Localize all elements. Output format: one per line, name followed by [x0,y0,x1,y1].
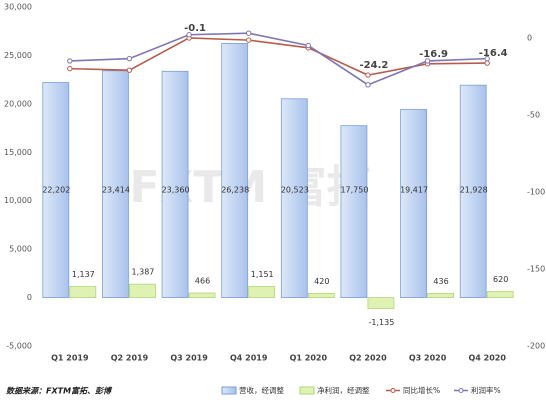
bar [427,292,454,298]
line-marker [365,82,371,88]
value-label: 20,523 [281,186,309,195]
bar [367,297,395,309]
y2-tick-label: -100 [527,187,545,196]
line-marker [186,32,192,38]
value-label: -24.2 [360,60,389,71]
line-marker [484,60,490,66]
x-tick-label: Q3 2019 [170,354,208,363]
bar [307,293,335,298]
legend-label: 净利润，经调整 [317,385,370,395]
bar [69,286,97,298]
line-marker [305,42,312,49]
legend-label: 同比增长% [403,385,440,395]
x-tick-label: Q2 2020 [349,354,387,363]
value-label: 620 [493,275,508,284]
value-label: 436 [433,277,448,286]
line-marker [365,72,371,78]
value-label: -0.1 [184,23,206,34]
value-label: -16.4 [479,48,508,59]
value-label: 466 [195,277,210,286]
line-marker [67,58,73,64]
y-tick-label: 15,000 [4,148,32,157]
line-marker [67,65,73,72]
y-tick-label: 0 [27,293,32,302]
y2-tick-label: -200 [527,342,545,351]
bar [459,84,487,298]
line [69,32,488,86]
legend-swatch [299,386,315,395]
value-label: 1,137 [72,270,95,279]
legend-label: 营收，经调整 [239,385,284,395]
value-label: 420 [314,277,329,286]
y-tick-label: 20,000 [4,99,32,108]
value-label: 17,750 [340,186,368,195]
bar [486,291,514,298]
y-tick-label: -5,000 [6,342,32,351]
bar [248,286,276,298]
value-label: 1,387 [131,268,154,277]
legend-swatch [390,388,396,393]
x-tick-label: Q4 2019 [230,354,268,363]
value-label: 1,151 [251,270,274,279]
x-tick-label: Q1 2019 [51,354,89,363]
legend-swatch [221,386,237,395]
line-marker [424,58,431,64]
legend-swatch [458,388,464,393]
line-marker [126,67,133,73]
source: 数据来源：FXTM富拓、彭博 [6,387,113,396]
line-marker [484,55,490,62]
bar [340,125,368,298]
value-label: 19,417 [400,186,428,195]
x-tick-label: Q3 2020 [409,354,447,363]
bar [221,43,249,298]
value-label: 26,238 [221,186,249,195]
x-tick-label: Q2 2019 [111,354,149,363]
line-marker [245,30,252,36]
value-label: 21,928 [460,186,488,195]
line-marker [245,37,252,43]
value-label: 23,360 [162,186,190,195]
bar [280,98,308,298]
y2-tick-label: 0 [527,33,532,42]
line-marker [126,55,133,62]
bar [400,109,427,298]
value-label: 23,414 [102,186,130,195]
y-tick-label: 5,000 [9,245,32,254]
value-label: 22,202 [42,186,70,195]
y-tick-label: 10,000 [4,196,32,205]
y2-tick-label: -150 [527,264,545,273]
y-tick-label: 30,000 [4,3,32,12]
x-tick-label: Q4 2020 [468,354,506,363]
value-label: -1,135 [369,318,395,327]
bar [102,70,129,298]
x-tick-label: Q1 2020 [290,354,328,363]
legend-label: 利润率% [471,385,501,395]
bar [188,292,216,298]
y2-tick-label: -50 [527,110,540,119]
y-tick-label: 25,000 [4,51,32,60]
value-label: -16.9 [419,49,448,60]
bar [161,70,189,298]
bar [129,283,156,298]
bar [42,82,70,298]
